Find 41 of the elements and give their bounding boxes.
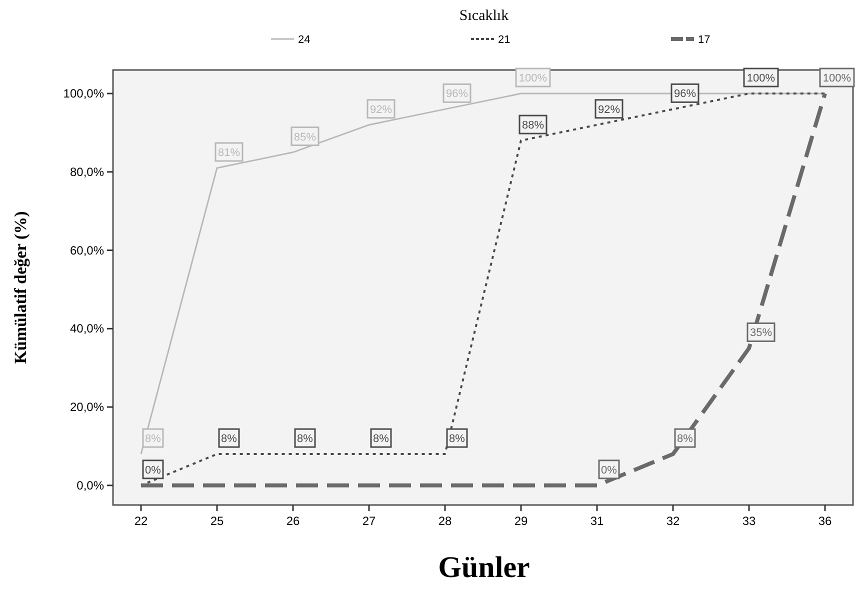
data-label: 81% <box>218 146 240 159</box>
y-axis-title: Kümülatif değer (%) <box>11 211 30 364</box>
data-label: 8% <box>145 433 162 446</box>
x-tick-label: 26 <box>286 514 300 528</box>
data-label: 8% <box>297 433 314 446</box>
data-label: 100% <box>518 72 548 85</box>
y-tick-label: 100,0% <box>63 86 104 101</box>
x-tick-label: 29 <box>514 514 528 528</box>
y-tick-label: 80,0% <box>70 164 104 179</box>
data-label: 8% <box>449 433 466 446</box>
data-label: 35% <box>750 327 772 340</box>
legend-label: 24 <box>298 34 310 46</box>
y-tick-label: 40,0% <box>70 322 104 336</box>
y-tick-label: 60,0% <box>70 243 104 258</box>
x-tick-label: 36 <box>818 514 832 528</box>
x-tick-label: 33 <box>742 514 756 528</box>
legend-title: Sıcaklık <box>459 8 510 24</box>
data-label: 96% <box>674 88 696 100</box>
y-tick-label: 0,0% <box>76 478 104 492</box>
legend-label: 17 <box>698 34 710 46</box>
data-label: 0% <box>145 464 162 476</box>
x-tick-label: 22 <box>134 514 148 528</box>
data-label: 88% <box>522 120 544 132</box>
data-label: 8% <box>677 433 694 446</box>
data-label: 8% <box>373 433 390 446</box>
x-axis-title: Günler <box>438 551 530 584</box>
data-label: 0% <box>601 464 618 476</box>
x-tick-label: 28 <box>438 514 452 528</box>
x-tick-label: 31 <box>590 514 604 528</box>
data-label: 85% <box>294 131 316 144</box>
data-label: 100% <box>822 72 852 85</box>
data-label: 92% <box>370 104 392 116</box>
data-label: 100% <box>746 72 776 85</box>
data-label: 96% <box>446 88 468 100</box>
data-label: 8% <box>221 433 238 446</box>
x-tick-label: 32 <box>666 514 680 528</box>
x-tick-label: 25 <box>210 514 224 528</box>
x-tick-label: 27 <box>362 514 376 528</box>
legend-label: 21 <box>498 34 510 46</box>
y-tick-label: 20,0% <box>70 400 104 414</box>
data-label: 92% <box>598 104 620 116</box>
